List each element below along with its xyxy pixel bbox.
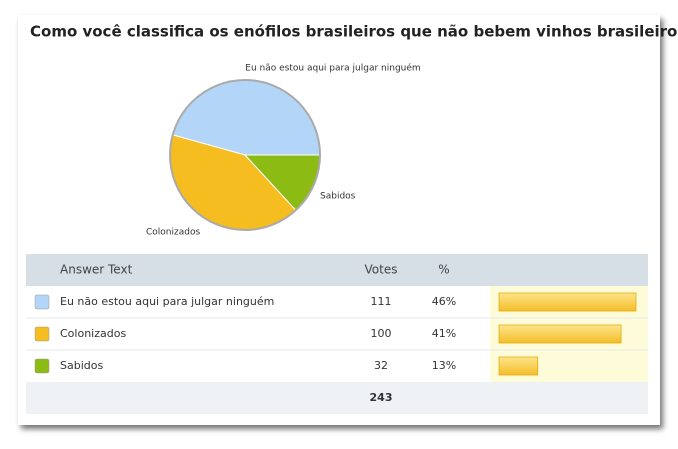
total-votes: 243 — [370, 391, 393, 404]
answer-text: Eu não estou aqui para julgar ninguém — [60, 295, 274, 308]
column-header: % — [438, 263, 449, 277]
answer-text: Sabidos — [60, 359, 103, 372]
votes: 100 — [371, 327, 392, 340]
column-header: Answer Text — [60, 263, 133, 277]
legend-swatch — [34, 294, 50, 310]
table-rows: Eu não estou aqui para julgar ninguém 111… — [34, 292, 637, 376]
legend-swatch — [34, 326, 50, 342]
percent: 46% — [432, 295, 456, 308]
percent-bar — [498, 292, 637, 312]
slice-label: Colonizados — [146, 228, 200, 238]
slice-label: Eu não estou aqui para julgar ninguém — [245, 63, 420, 74]
votes: 111 — [371, 295, 392, 308]
legend-swatch — [34, 358, 50, 374]
pie — [169, 79, 321, 231]
votes: 32 — [374, 359, 388, 372]
slice-label: Sabidos — [320, 192, 356, 202]
percent-bar — [498, 324, 622, 344]
percent: 41% — [432, 327, 456, 340]
percent-bar — [498, 356, 539, 376]
table-header — [26, 254, 648, 286]
chart-title: Como você classifica os enófilos brasile… — [30, 23, 678, 41]
column-header: Votes — [365, 263, 398, 277]
pie-rim — [169, 79, 321, 231]
table-footer — [26, 382, 648, 414]
percent: 13% — [432, 359, 456, 372]
answer-text: Colonizados — [60, 327, 126, 340]
